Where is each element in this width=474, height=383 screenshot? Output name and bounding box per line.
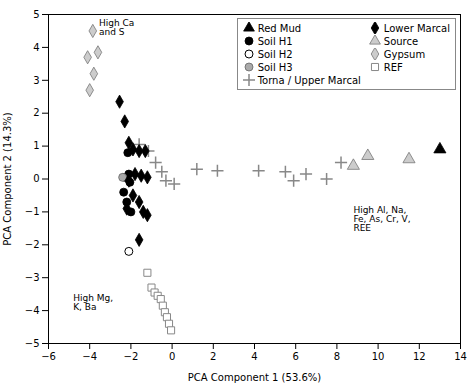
svg-text:1: 1 — [33, 140, 39, 151]
svg-text:14: 14 — [454, 351, 467, 362]
html-text:Torna / Upper Marcal: Torna / Upper Marcal — [257, 74, 361, 86]
svg-text:2: 2 — [210, 351, 216, 362]
svg-text:3: 3 — [33, 75, 39, 86]
svg-text:High Caand S: High Caand S — [99, 18, 134, 37]
svg-text:−2: −2 — [124, 351, 139, 362]
svg-text:PCA Component 1 (53.6%): PCA Component 1 (53.6%) — [188, 372, 321, 383]
svg-text:High Mg,K, Ba: High Mg,K, Ba — [73, 293, 113, 312]
svg-text:−6: −6 — [41, 351, 56, 362]
svg-text:High Al, Na,Fe, As, Cr, V,REE: High Al, Na,Fe, As, Cr, V,REE — [353, 205, 410, 233]
svg-text:4: 4 — [251, 351, 257, 362]
svg-text:−1: −1 — [25, 206, 40, 217]
svg-text:2: 2 — [33, 107, 39, 118]
svg-text:−2: −2 — [25, 239, 40, 250]
html-text:Gypsum: Gypsum — [383, 48, 426, 60]
svg-text:4: 4 — [33, 42, 39, 53]
html-text:Red Mud: Red Mud — [257, 22, 302, 34]
html-text:REF: REF — [383, 61, 403, 73]
svg-text:−5: −5 — [25, 338, 40, 349]
html-text:Soil H2: Soil H2 — [257, 48, 293, 60]
svg-text:12: 12 — [413, 351, 426, 362]
svg-text:10: 10 — [372, 351, 385, 362]
svg-text:PCA Component 2 (14.3%): PCA Component 2 (14.3%) — [2, 112, 13, 245]
svg-text:6: 6 — [293, 351, 299, 362]
svg-text:8: 8 — [334, 351, 340, 362]
html-text:Soil H1: Soil H1 — [257, 35, 293, 47]
svg-text:5: 5 — [33, 9, 39, 20]
svg-text:0: 0 — [169, 351, 175, 362]
svg-text:−3: −3 — [25, 272, 40, 283]
html-text:Soil H3: Soil H3 — [257, 61, 293, 73]
svg-text:0: 0 — [33, 173, 39, 184]
svg-text:−4: −4 — [25, 305, 40, 316]
svg-text:−4: −4 — [82, 351, 97, 362]
html-text:Lower Marcal: Lower Marcal — [383, 22, 450, 34]
html-text:Source: Source — [383, 35, 419, 47]
